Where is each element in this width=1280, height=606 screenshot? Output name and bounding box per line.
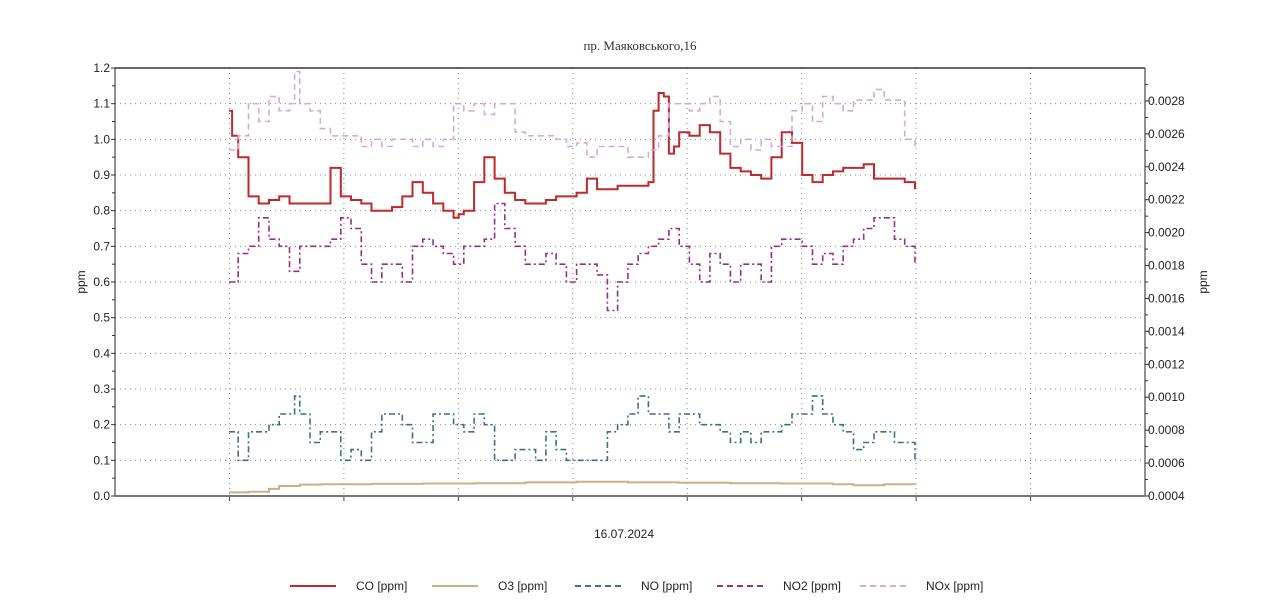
legend-label: NO2 [ppm]	[783, 579, 842, 593]
legend-label: NO [ppm]	[641, 579, 693, 593]
y-tick-label-right: 0.0026	[1148, 127, 1185, 141]
series-line-nox	[229, 70, 916, 158]
y-tick-label-left: 0.3	[93, 382, 110, 396]
legend: CO [ppm] O3 [ppm] NO [ppm] NO2 [ppm] NOx…	[0, 575, 1280, 599]
y-tick-label-left: 1.1	[93, 97, 110, 111]
y-tick-label-left: 0.1	[93, 453, 110, 467]
y-tick-label-left: 1.0	[93, 132, 110, 146]
y-tick-label-left: 0.6	[93, 275, 110, 289]
y-tick-label-left: 0.4	[93, 346, 110, 360]
legend-label: NOx [ppm]	[926, 579, 984, 593]
series-group	[229, 70, 916, 494]
line-chart: пр. Маяковського,16 0.00.10.20.30.40.50.…	[74, 38, 1210, 541]
legend-swatch-co	[290, 585, 336, 587]
y-tick-label-left: 0.7	[93, 239, 110, 253]
legend-item-co: CO [ppm]	[290, 575, 407, 597]
legend-swatch-o3	[432, 585, 478, 587]
y-tick-label-right: 0.0008	[1148, 423, 1185, 437]
y-tick-label-right: 0.0012	[1148, 357, 1185, 371]
y-tick-label-right: 0.0024	[1148, 160, 1185, 174]
y-tick-label-right: 0.0016	[1148, 291, 1185, 305]
y-axis-label-left: ppm	[74, 270, 88, 293]
axes: 0.0 0.1 0.2 0.3 0.4 0.5 0.6 0.7 0.8 0.9 1.0 1.1 1.2 0…	[93, 61, 1185, 503]
y-tick-label-left: 0.0	[93, 489, 110, 503]
y-tick-label-right: 0.0022	[1148, 193, 1185, 207]
y-tick-label-left: 1.2	[93, 61, 110, 75]
legend-item-no2: NO2 [ppm]	[717, 575, 841, 597]
legend-label: CO [ppm]	[356, 579, 408, 593]
series-line-o3	[229, 480, 916, 494]
legend-swatch-nox	[860, 585, 906, 587]
legend-label: O3 [ppm]	[498, 579, 548, 593]
y-axis-label-right: ppm	[1196, 270, 1210, 293]
y-tick-label-right: 0.0018	[1148, 259, 1185, 273]
y-tick-label-right: 0.0006	[1148, 456, 1185, 470]
series-line-co	[229, 92, 916, 219]
y-tick-label-left: 0.8	[93, 204, 110, 218]
series-line-no2	[229, 202, 916, 312]
y-tick-label-right: 0.0010	[1148, 390, 1185, 404]
legend-swatch-no2	[717, 585, 763, 587]
y-tick-label-right: 0.0004	[1148, 489, 1185, 503]
legend-item-nox: NOx [ppm]	[860, 575, 983, 597]
y-tick-label-left: 0.2	[93, 418, 110, 432]
y-tick-label-left: 0.5	[93, 311, 110, 325]
y-tick-label-right: 0.0020	[1148, 226, 1185, 240]
x-axis-label: 16.07.2024	[594, 527, 654, 541]
legend-swatch-no	[575, 585, 621, 587]
legend-item-no: NO [ppm]	[575, 575, 692, 597]
y-tick-label-right: 0.0028	[1148, 94, 1185, 108]
legend-item-o3: O3 [ppm]	[432, 575, 547, 597]
y-tick-label-left: 0.9	[93, 168, 110, 182]
chart-title: пр. Маяковського,16	[583, 38, 697, 53]
series-line-no	[229, 395, 916, 462]
y-tick-label-right: 0.0014	[1148, 324, 1185, 338]
grid	[115, 68, 1145, 496]
